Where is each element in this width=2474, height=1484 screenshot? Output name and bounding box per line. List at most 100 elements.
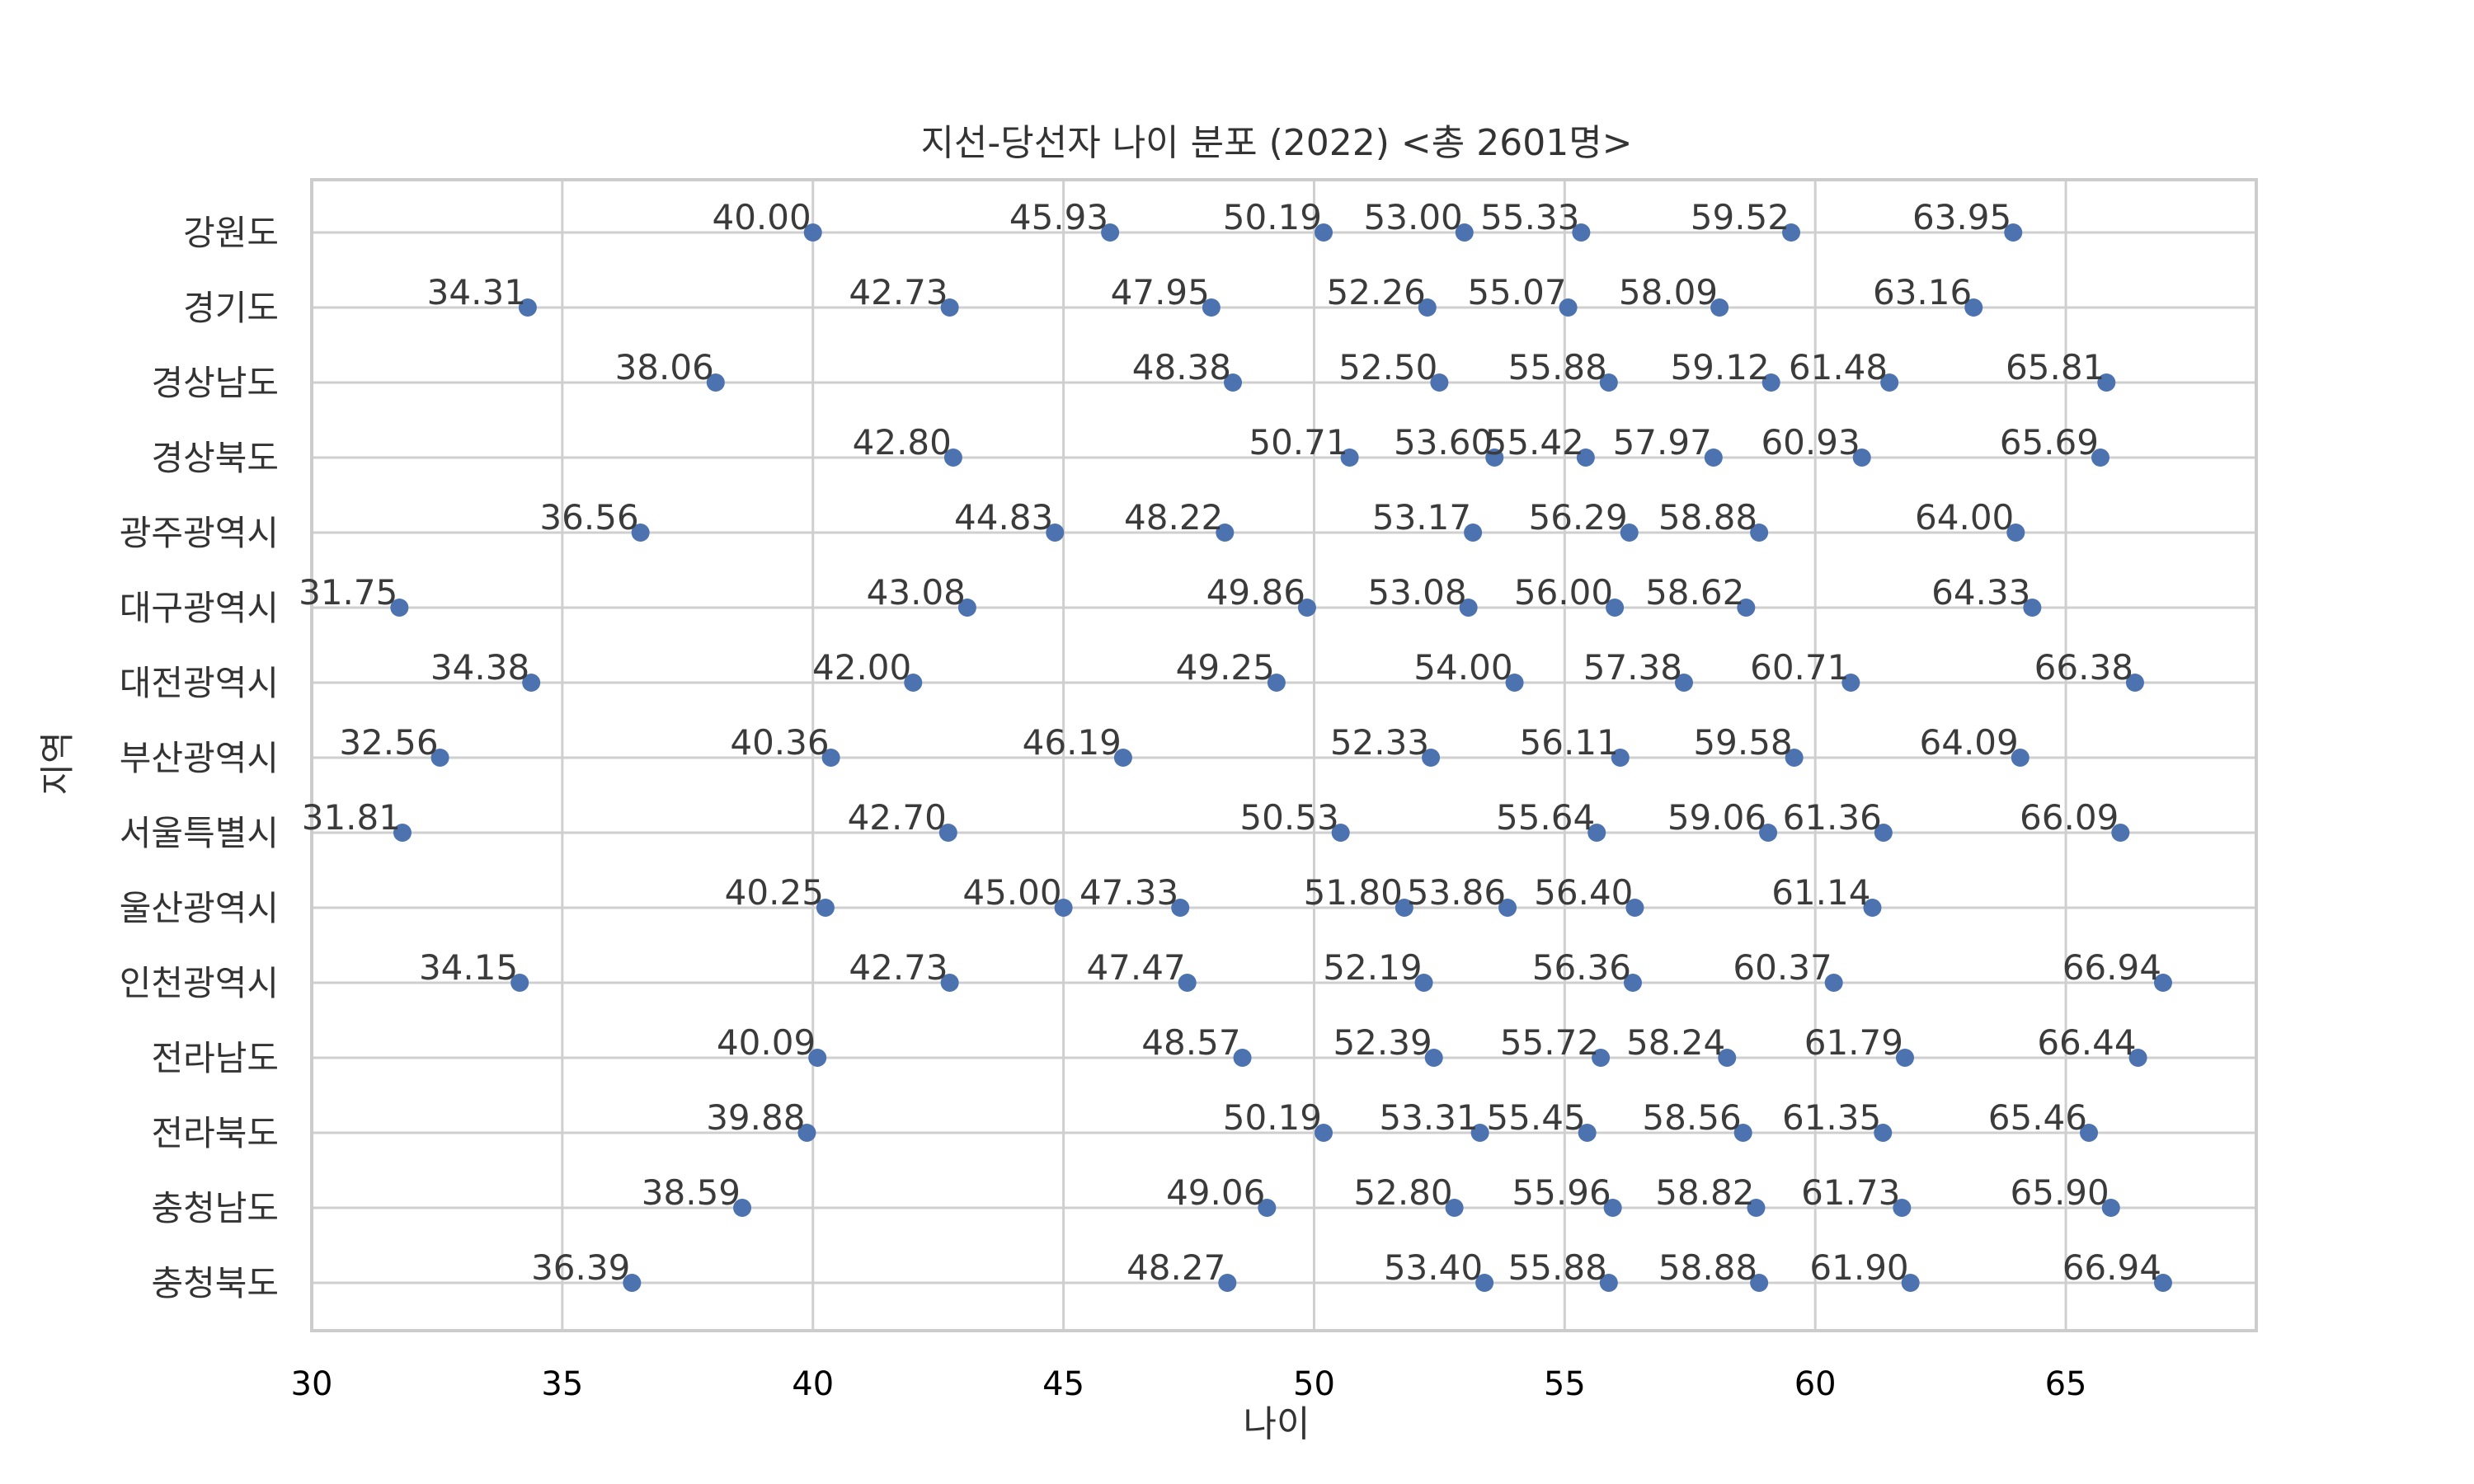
data-label: 53.08 <box>1367 572 1466 613</box>
data-point <box>816 899 835 917</box>
data-point <box>1331 824 1350 842</box>
data-point <box>1414 974 1433 992</box>
data-label: 55.72 <box>1500 1022 1599 1063</box>
data-label: 56.40 <box>1534 872 1633 913</box>
data-label: 66.44 <box>2037 1022 2136 1063</box>
data-point <box>1587 824 1606 842</box>
data-label: 58.56 <box>1642 1097 1741 1138</box>
data-point <box>1498 899 1517 917</box>
y-tick-label: 광주광역시 <box>120 513 279 553</box>
x-tick-label: 65 <box>2045 1365 2087 1403</box>
y-tick-label: 부산광역시 <box>120 738 279 778</box>
data-point <box>2101 1199 2120 1217</box>
data-point <box>1224 373 1243 392</box>
data-point <box>1464 524 1483 542</box>
data-point <box>940 298 959 317</box>
data-point <box>957 599 976 617</box>
data-label: 43.08 <box>867 572 966 613</box>
data-point <box>1625 899 1644 917</box>
data-label: 66.09 <box>2020 797 2119 838</box>
data-label: 48.38 <box>1132 347 1231 387</box>
data-label: 48.22 <box>1124 497 1223 538</box>
data-label: 42.73 <box>849 947 948 988</box>
data-label: 48.27 <box>1126 1247 1225 1288</box>
data-point <box>1475 1274 1494 1292</box>
data-point <box>1054 899 1073 917</box>
data-label: 61.48 <box>1789 347 1888 387</box>
data-point <box>1737 599 1756 617</box>
data-label: 52.39 <box>1333 1022 1432 1063</box>
data-point <box>510 974 529 992</box>
data-label: 42.73 <box>849 272 948 312</box>
y-tick-label: 대전광역시 <box>120 663 279 703</box>
data-label: 60.71 <box>1750 647 1849 688</box>
data-point <box>1599 1274 1618 1292</box>
data-label: 59.12 <box>1670 347 1769 387</box>
data-point <box>2091 448 2109 467</box>
data-label: 60.93 <box>1761 422 1860 463</box>
data-label: 56.29 <box>1528 497 1627 538</box>
point-layer <box>390 223 2172 1292</box>
data-point <box>2097 373 2116 392</box>
data-label: 65.46 <box>1988 1097 2087 1138</box>
data-label: 56.11 <box>1520 722 1619 763</box>
data-point <box>1218 1274 1237 1292</box>
data-label: 64.09 <box>1920 722 2019 763</box>
x-tick-label: 40 <box>792 1365 834 1403</box>
data-point <box>943 448 962 467</box>
data-label: 53.17 <box>1372 497 1471 538</box>
data-point <box>1422 749 1441 767</box>
y-tick-label: 전라북도 <box>151 1113 279 1153</box>
data-point <box>803 223 822 242</box>
data-label: 58.88 <box>1658 1247 1757 1288</box>
data-label: 53.31 <box>1379 1097 1478 1138</box>
data-label: 59.52 <box>1691 197 1790 237</box>
data-label: 63.95 <box>1912 197 2011 237</box>
data-point <box>1485 448 1504 467</box>
data-label: 52.33 <box>1330 722 1429 763</box>
y-tick-label: 경상남도 <box>151 363 279 403</box>
data-label: 60.37 <box>1733 947 1832 988</box>
data-label: 56.00 <box>1514 572 1613 613</box>
data-label: 40.25 <box>725 872 824 913</box>
data-label: 66.94 <box>2062 947 2161 988</box>
x-tick-label: 30 <box>291 1365 333 1403</box>
data-point <box>1470 1124 1489 1142</box>
data-point <box>1599 373 1618 392</box>
data-point <box>1674 674 1693 692</box>
data-label: 53.86 <box>1407 872 1506 913</box>
data-point <box>1559 298 1578 317</box>
data-point <box>1852 448 1871 467</box>
data-label: 61.79 <box>1804 1022 1903 1063</box>
grid-layer <box>310 180 2256 1331</box>
data-point <box>1459 599 1478 617</box>
data-label: 45.93 <box>1009 197 1108 237</box>
data-label: 42.00 <box>812 647 911 688</box>
x-tick-label: 60 <box>1794 1365 1837 1403</box>
data-label: 47.33 <box>1079 872 1178 913</box>
data-point <box>1824 974 1843 992</box>
data-point <box>430 749 449 767</box>
data-point <box>1233 1049 1252 1067</box>
data-point <box>1297 599 1316 617</box>
data-point <box>1113 749 1132 767</box>
data-point <box>1863 899 1882 917</box>
data-label: 57.97 <box>1613 422 1712 463</box>
data-point <box>904 674 923 692</box>
data-label: 66.38 <box>2034 647 2133 688</box>
data-point <box>706 373 725 392</box>
data-label: 55.33 <box>1480 197 1579 237</box>
data-label: 34.15 <box>419 947 518 988</box>
data-point <box>1603 1199 1622 1217</box>
data-point <box>1315 1124 1333 1142</box>
data-point <box>1592 1049 1611 1067</box>
data-point <box>1101 223 1120 242</box>
data-point <box>2023 599 2042 617</box>
y-tick-label: 인천광역시 <box>120 963 279 1003</box>
data-label: 58.24 <box>1626 1022 1725 1063</box>
data-point <box>821 749 840 767</box>
data-label: 54.00 <box>1413 647 1512 688</box>
data-point <box>1455 223 1474 242</box>
data-label: 55.88 <box>1508 347 1607 387</box>
